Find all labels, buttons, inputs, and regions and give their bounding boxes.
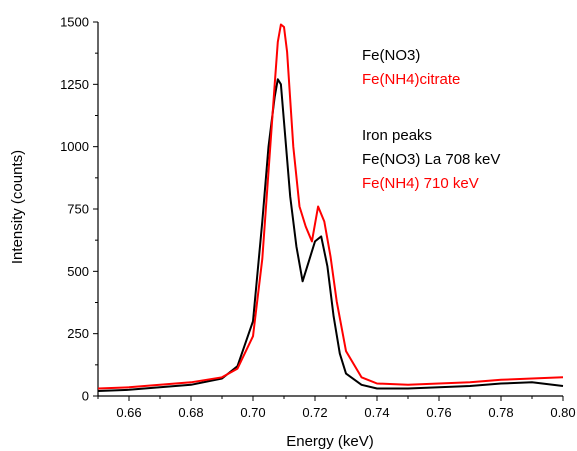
x-tick-label: 0.70 xyxy=(240,405,265,420)
y-axis-ticks: 0 250 500 750 1000 1250 1500 xyxy=(60,15,98,404)
y-tick-label: 500 xyxy=(67,264,89,279)
annotation-fe-no3-la: Fe(NO3) La 708 keV xyxy=(362,151,500,168)
y-axis-title: Intensity (counts) xyxy=(9,150,26,264)
plot-frame xyxy=(97,22,563,397)
x-tick-label: 0.78 xyxy=(488,405,513,420)
x-tick-label: 0.80 xyxy=(550,405,575,420)
x-axis-ticks: 0.66 0.68 0.70 0.72 0.74 0.76 0.78 0.80 xyxy=(97,396,576,420)
x-tick-label: 0.66 xyxy=(116,405,141,420)
x-tick-label: 0.72 xyxy=(302,405,327,420)
x-tick-label: 0.68 xyxy=(178,405,203,420)
legend: Fe(NO3) Fe(NH4)citrate xyxy=(362,47,460,88)
y-tick-label: 1250 xyxy=(60,77,89,92)
series-line-fe-no3 xyxy=(97,78,564,392)
x-tick-label: 0.74 xyxy=(364,405,389,420)
x-axis-title: Energy (keV) xyxy=(286,433,374,450)
annotations: Iron peaks Fe(NO3) La 708 keV Fe(NH4) 71… xyxy=(362,127,500,192)
y-tick-label: 250 xyxy=(67,326,89,341)
legend-entry-fe-no3: Fe(NO3) xyxy=(362,47,420,64)
legend-entry-fe-nh4-citrate: Fe(NH4)citrate xyxy=(362,71,460,88)
annotation-iron-peaks: Iron peaks xyxy=(362,127,432,144)
y-tick-label: 1500 xyxy=(60,15,89,30)
y-tick-label: 1000 xyxy=(60,139,89,154)
y-tick-label: 750 xyxy=(67,202,89,217)
series-layer xyxy=(97,23,564,392)
series-line-fe-nh4-citrate xyxy=(97,23,564,390)
annotation-fe-nh4-peak: Fe(NH4) 710 keV xyxy=(362,175,479,192)
x-tick-label: 0.76 xyxy=(426,405,451,420)
y-tick-label: 0 xyxy=(82,389,89,404)
